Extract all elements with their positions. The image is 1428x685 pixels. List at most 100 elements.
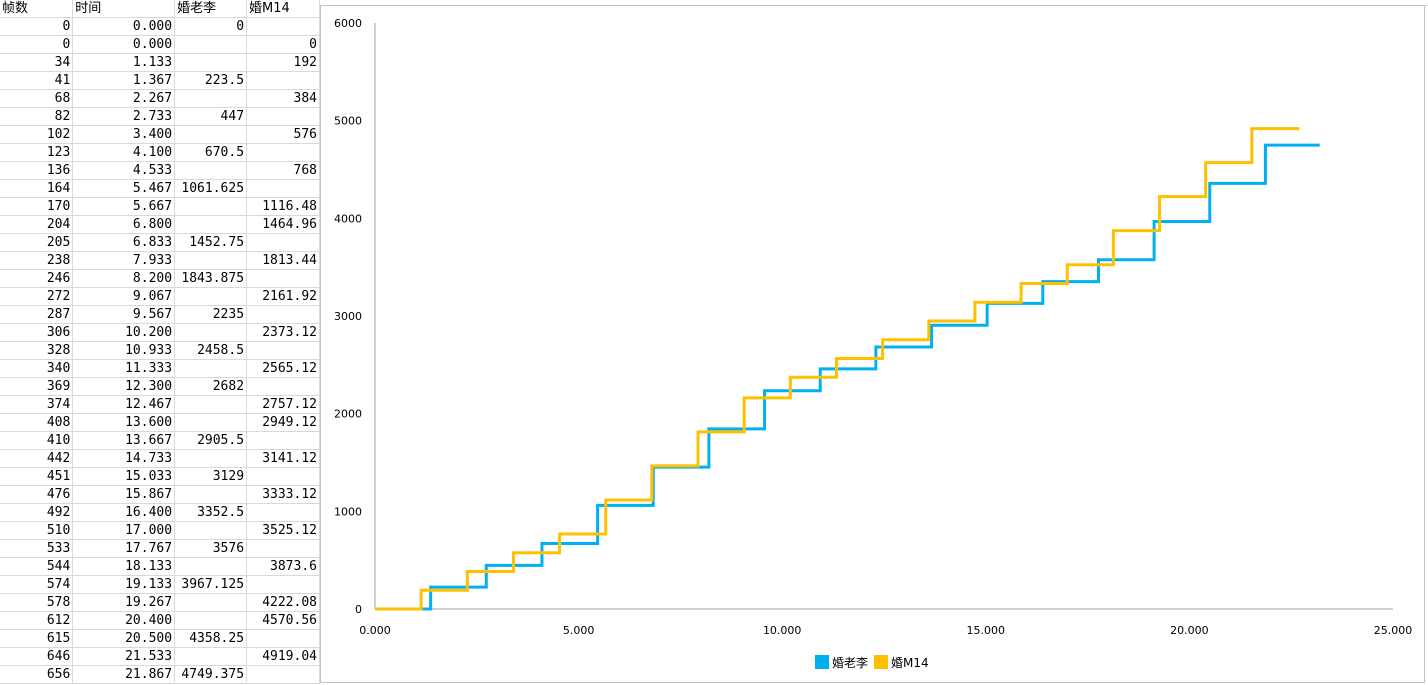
table-cell[interactable]: 170 [0, 197, 74, 216]
table-cell[interactable] [246, 107, 320, 126]
table-cell[interactable]: 4570.56 [246, 611, 320, 630]
table-cell[interactable] [174, 647, 248, 666]
table-cell[interactable]: 612 [0, 611, 74, 630]
table-cell[interactable]: 340 [0, 359, 74, 378]
spreadsheet[interactable]: 帧数 时间 婚老李 婚M14 0 0.000 0 0 0.000 0 34 1.133 192 41 1.3… [0, 0, 320, 685]
table-cell[interactable]: 574 [0, 575, 74, 594]
table-cell[interactable]: 4749.375 [174, 665, 248, 684]
table-cell[interactable] [246, 71, 320, 90]
table-cell[interactable] [174, 449, 248, 468]
table-cell[interactable] [246, 233, 320, 252]
table-cell[interactable]: 13.667 [72, 431, 176, 450]
table-cell[interactable]: 1.133 [72, 53, 176, 72]
table-cell[interactable]: 0.000 [72, 17, 176, 36]
table-cell[interactable]: 510 [0, 521, 74, 540]
table-cell[interactable] [246, 179, 320, 198]
table-cell[interactable]: 451 [0, 467, 74, 486]
table-cell[interactable] [174, 521, 248, 540]
table-cell[interactable] [246, 341, 320, 360]
table-cell[interactable]: 1116.48 [246, 197, 320, 216]
table-cell[interactable]: 19.267 [72, 593, 176, 612]
column-header[interactable]: 婚M14 [246, 0, 320, 18]
chart-area[interactable]: 0 1000 2000 3000 4000 5000 6000 0.000 5.000 10.00… [320, 5, 1425, 683]
table-cell[interactable]: 2949.12 [246, 413, 320, 432]
table-cell[interactable]: 12.467 [72, 395, 176, 414]
table-cell[interactable]: 4222.08 [246, 593, 320, 612]
table-cell[interactable]: 2373.12 [246, 323, 320, 342]
table-cell[interactable]: 82 [0, 107, 74, 126]
table-cell[interactable]: 17.000 [72, 521, 176, 540]
table-cell[interactable]: 0 [246, 35, 320, 54]
table-cell[interactable]: 13.600 [72, 413, 176, 432]
table-cell[interactable]: 306 [0, 323, 74, 342]
table-cell[interactable] [174, 413, 248, 432]
table-cell[interactable]: 9.067 [72, 287, 176, 306]
table-cell[interactable]: 2161.92 [246, 287, 320, 306]
table-cell[interactable]: 136 [0, 161, 74, 180]
table-cell[interactable]: 4.100 [72, 143, 176, 162]
table-cell[interactable]: 374 [0, 395, 74, 414]
table-cell[interactable] [174, 197, 248, 216]
table-cell[interactable]: 15.033 [72, 467, 176, 486]
table-cell[interactable]: 3352.5 [174, 503, 248, 522]
table-cell[interactable]: 21.533 [72, 647, 176, 666]
table-cell[interactable] [174, 359, 248, 378]
table-cell[interactable]: 102 [0, 125, 74, 144]
table-cell[interactable]: 369 [0, 377, 74, 396]
table-cell[interactable]: 1464.96 [246, 215, 320, 234]
table-cell[interactable]: 0.000 [72, 35, 176, 54]
table-cell[interactable] [246, 467, 320, 486]
table-cell[interactable]: 533 [0, 539, 74, 558]
table-cell[interactable]: 287 [0, 305, 74, 324]
table-cell[interactable] [174, 53, 248, 72]
table-cell[interactable]: 576 [246, 125, 320, 144]
table-cell[interactable]: 204 [0, 215, 74, 234]
table-cell[interactable] [174, 35, 248, 54]
table-cell[interactable]: 6.833 [72, 233, 176, 252]
column-header[interactable]: 时间 [72, 0, 176, 18]
table-cell[interactable]: 4358.25 [174, 629, 248, 648]
table-cell[interactable] [174, 593, 248, 612]
table-cell[interactable] [246, 575, 320, 594]
table-cell[interactable]: 3129 [174, 467, 248, 486]
table-cell[interactable]: 5.467 [72, 179, 176, 198]
table-cell[interactable]: 0 [0, 17, 74, 36]
table-cell[interactable] [246, 269, 320, 288]
table-cell[interactable] [174, 323, 248, 342]
table-cell[interactable]: 19.133 [72, 575, 176, 594]
table-cell[interactable]: 3873.6 [246, 557, 320, 576]
table-cell[interactable]: 2.733 [72, 107, 176, 126]
table-cell[interactable]: 2682 [174, 377, 248, 396]
table-cell[interactable] [174, 485, 248, 504]
table-cell[interactable] [246, 539, 320, 558]
table-cell[interactable]: 6.800 [72, 215, 176, 234]
table-cell[interactable]: 0 [174, 17, 248, 36]
table-cell[interactable]: 2.267 [72, 89, 176, 108]
table-cell[interactable]: 192 [246, 53, 320, 72]
table-cell[interactable]: 68 [0, 89, 74, 108]
table-cell[interactable]: 3576 [174, 539, 248, 558]
table-cell[interactable]: 1061.625 [174, 179, 248, 198]
table-cell[interactable]: 14.733 [72, 449, 176, 468]
table-cell[interactable]: 223.5 [174, 71, 248, 90]
table-cell[interactable]: 447 [174, 107, 248, 126]
table-cell[interactable]: 578 [0, 593, 74, 612]
table-cell[interactable]: 476 [0, 485, 74, 504]
table-cell[interactable]: 615 [0, 629, 74, 648]
table-cell[interactable]: 2905.5 [174, 431, 248, 450]
table-cell[interactable] [174, 215, 248, 234]
table-cell[interactable] [174, 287, 248, 306]
table-cell[interactable]: 2458.5 [174, 341, 248, 360]
table-cell[interactable]: 544 [0, 557, 74, 576]
table-cell[interactable]: 384 [246, 89, 320, 108]
column-header[interactable]: 帧数 [0, 0, 74, 18]
table-cell[interactable]: 1843.875 [174, 269, 248, 288]
table-cell[interactable]: 3.400 [72, 125, 176, 144]
table-cell[interactable] [246, 665, 320, 684]
table-cell[interactable]: 21.867 [72, 665, 176, 684]
table-cell[interactable]: 123 [0, 143, 74, 162]
table-cell[interactable] [246, 503, 320, 522]
table-cell[interactable]: 34 [0, 53, 74, 72]
table-cell[interactable]: 272 [0, 287, 74, 306]
table-cell[interactable]: 328 [0, 341, 74, 360]
